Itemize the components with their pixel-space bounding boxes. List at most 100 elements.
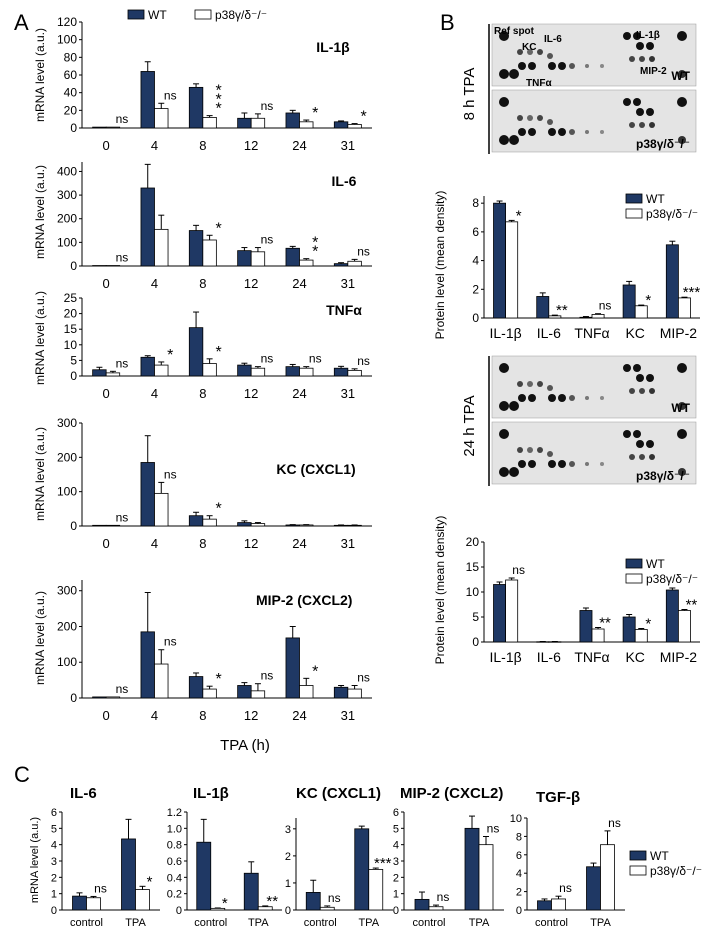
category-label: 8 [199, 708, 206, 723]
blot-ko [491, 421, 697, 485]
y-tick-label: 100 [57, 655, 77, 669]
blot-spot [649, 388, 655, 394]
legend-c-wt-swatch [629, 850, 647, 861]
y-axis-label: mRNA level (a.u.) [33, 291, 47, 385]
bar-ko-TPA [368, 869, 384, 911]
bar-ko-MIP-2 [678, 610, 691, 643]
blot-spot [569, 395, 575, 401]
legend-b2-wt-label: WT [646, 557, 665, 571]
y-tick-label: 120 [57, 15, 77, 29]
blot-spot [499, 401, 509, 411]
blot-spot [629, 454, 635, 460]
significance-ns: ns [261, 669, 274, 683]
blot-spot [629, 388, 635, 394]
category-label: 31 [341, 536, 355, 551]
blot-spot [537, 49, 543, 55]
significance-stars: ** [266, 893, 278, 910]
category-label: control [412, 917, 445, 929]
chart-C-IL-1-: 0 0.2 0.4 0.6 0.8 1.0 1.2 * control ** TPA IL-1β [167, 785, 282, 929]
y-tick-label: 40 [64, 86, 78, 100]
y-axis-label: mRNA level (a.u.) [33, 165, 47, 259]
significance-ns: ns [261, 233, 274, 247]
y-tick-label: 1 [393, 889, 399, 901]
blot-spot [518, 460, 526, 468]
bar-wt-TPA [121, 838, 136, 911]
significance-stars: ** [599, 615, 611, 632]
y-axis-label-c: mRNA level (a.u.) [29, 817, 41, 903]
blot-spot [518, 128, 526, 136]
bar-wt-12 [237, 364, 252, 377]
bar-ko-12 [250, 251, 266, 267]
category-label: control [70, 917, 103, 929]
blot-spot [677, 31, 687, 41]
blot-spot [636, 42, 644, 50]
category-label: 0 [103, 276, 110, 291]
significance-ns: ns [261, 99, 274, 113]
y-tick-label: 80 [64, 50, 78, 64]
y-tick-label: 2 [285, 851, 291, 863]
significance-ns: ns [261, 352, 274, 366]
y-tick-label: 0.2 [167, 889, 182, 901]
bar-ko-12 [250, 367, 266, 377]
blot-spot [528, 62, 536, 70]
category-label: TNFα [574, 649, 609, 665]
blot-spot [517, 49, 523, 55]
chart-C-KC-CXCL1-: 0 1 2 3 ns control *** TPA KC (CXCL1) [285, 785, 393, 929]
blot-spot [517, 447, 523, 453]
blot-spot [636, 108, 644, 116]
significance-ns: ns [116, 112, 129, 126]
y-tick-label: 1.0 [167, 823, 182, 835]
bar-wt-control [537, 900, 552, 911]
chart-A-MIP-2-CXCL2-: 0 100 200 300 ns 0 ns 4 * 8 ns 12 * 24 ns 31 MIP-2 (CXCL… [57, 580, 372, 723]
chart-title: MIP-2 (CXCL2) [256, 592, 352, 608]
chart-C-TGF-: 0 2 4 6 8 10 ns control ns TPA TGF-β [510, 789, 625, 929]
blot-spot [547, 53, 553, 59]
blot-membrane [491, 23, 697, 87]
chart-title: KC (CXCL1) [296, 785, 381, 802]
blot-spot [548, 62, 556, 70]
bar-wt-0 [92, 265, 107, 267]
significance-star: * [215, 101, 221, 118]
bar-wt-24 [285, 366, 300, 377]
y-tick-label: 0 [472, 311, 479, 325]
y-tick-label: 0 [285, 905, 291, 917]
y-tick-label: 6 [472, 225, 479, 239]
legend-b2-ko-label: p38γ/δ⁻/⁻ [646, 572, 698, 586]
bar-ko-TPA [600, 844, 615, 911]
bar-wt-31 [333, 367, 349, 377]
bar-ko-4 [154, 364, 169, 377]
blot-spot [678, 136, 686, 144]
panel-label-b: B [440, 10, 455, 35]
category-label: 24 [292, 276, 306, 291]
y-tick-label: 2 [393, 872, 399, 884]
blot-spot [499, 363, 509, 373]
bar-ko-31 [347, 688, 362, 699]
blot-spot [585, 462, 589, 466]
bar-ko-8 [202, 239, 217, 267]
bar-wt-KC [622, 616, 636, 643]
significance-ns: ns [559, 881, 572, 895]
y-tick-label: 100 [57, 485, 77, 499]
y-tick-label: 0.8 [167, 840, 182, 852]
bar-ko-8 [202, 117, 217, 129]
bar-wt-24 [285, 637, 300, 699]
blot-spot-label: TNFα [526, 78, 552, 89]
bar-wt-24 [285, 247, 300, 267]
blot-membrane [491, 355, 697, 419]
blot-spot [547, 385, 553, 391]
chart-C-IL-6: 0 1 2 3 4 5 6 ns control * TPA IL-6 [51, 785, 160, 929]
blot-spot [548, 394, 556, 402]
category-label: 24 [292, 386, 306, 401]
category-label: IL-1β [490, 649, 522, 665]
significance-star: * [312, 105, 318, 122]
y-tick-label: 3 [51, 856, 57, 868]
blot-spot [517, 115, 523, 121]
chart-title: IL-1β [193, 785, 229, 802]
y-tick-label: 0 [176, 905, 182, 917]
bar-wt-4 [140, 356, 155, 377]
y-tick-label: 100 [57, 235, 77, 249]
category-label: KC [625, 325, 644, 341]
chart-A-KC-CXCL1-: 0 100 200 300 ns 0 ns 4 * 8 12 24 31 KC (CXCL1) [57, 416, 372, 551]
bar-ko-TPA [135, 889, 150, 911]
